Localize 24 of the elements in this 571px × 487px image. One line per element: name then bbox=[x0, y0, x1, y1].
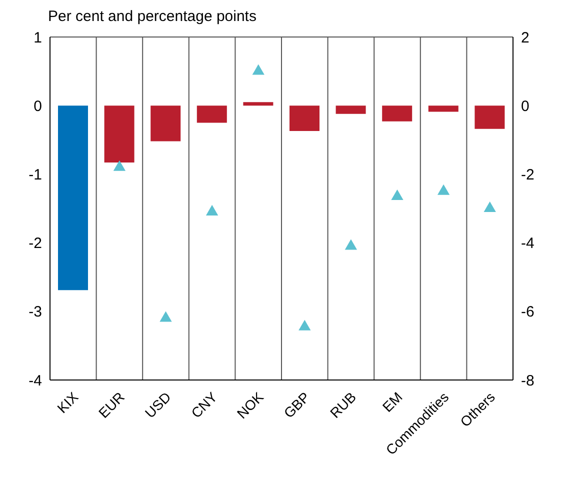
point bbox=[113, 160, 126, 171]
y2-tick-label: -4 bbox=[521, 235, 534, 252]
x-tick-label: KIX bbox=[54, 388, 82, 416]
point bbox=[252, 64, 264, 75]
y-tick-label: -1 bbox=[28, 166, 42, 184]
point bbox=[437, 184, 450, 195]
point bbox=[298, 320, 311, 330]
y2-tick-label: -8 bbox=[521, 372, 534, 390]
y2-tick-label: 0 bbox=[521, 98, 530, 115]
y2-tick-label: 2 bbox=[521, 29, 530, 46]
y-tick-label: -3 bbox=[28, 304, 42, 321]
y2-tick-label: -6 bbox=[521, 304, 534, 321]
point bbox=[484, 201, 496, 212]
x-tick-label: USD bbox=[142, 388, 174, 422]
chart-subtitle: Per cent and percentage points bbox=[48, 8, 258, 25]
y-tick-label: -4 bbox=[28, 372, 42, 390]
y-tick-label: -2 bbox=[28, 235, 42, 252]
y2-tick-label: -2 bbox=[521, 166, 534, 184]
y-tick-label: 0 bbox=[34, 98, 42, 115]
point bbox=[391, 189, 404, 200]
point bbox=[160, 311, 172, 322]
point bbox=[344, 239, 358, 250]
y-tick-label: 1 bbox=[34, 29, 42, 46]
point bbox=[206, 204, 218, 216]
